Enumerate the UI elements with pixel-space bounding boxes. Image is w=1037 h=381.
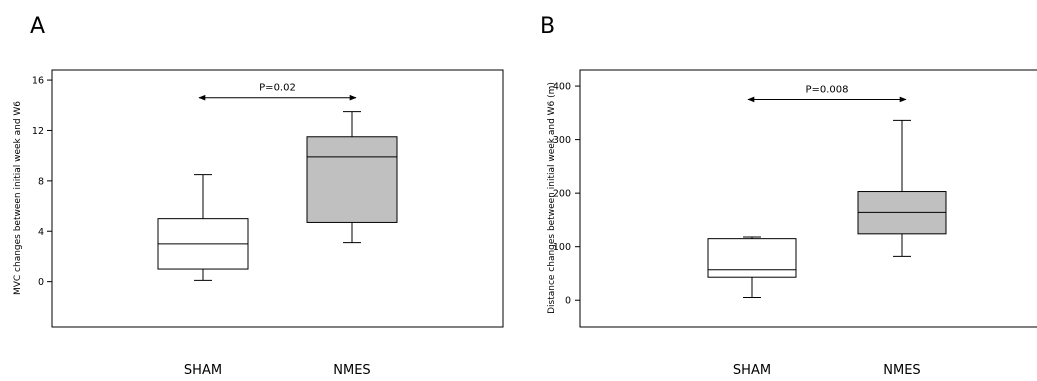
boxplot-sham xyxy=(157,174,249,281)
y-tick-label: 400 xyxy=(553,82,571,93)
box-iqr xyxy=(306,136,398,223)
y-tick-label: 12 xyxy=(32,126,44,137)
boxplot-sham xyxy=(707,236,797,299)
y-tick-label: 300 xyxy=(553,135,571,146)
y-tick-label: 16 xyxy=(32,76,44,87)
y-tick-label: 0 xyxy=(565,296,571,307)
significance-annotation-b: P=0.008 xyxy=(747,84,907,103)
p-value-label: P=0.008 xyxy=(805,84,848,95)
significance-annotation-a: P=0.02 xyxy=(198,83,357,101)
y-axis-ticks-a: 0 4 8 12 16 xyxy=(32,76,52,288)
y-tick-label: 200 xyxy=(553,189,571,200)
y-tick-label: 8 xyxy=(38,176,44,187)
plot-frame-b xyxy=(579,69,1037,328)
plot-frame-a xyxy=(51,69,504,328)
category-label-sham: SHAM xyxy=(733,363,771,378)
y-axis-label-b: Distance changes between initial week an… xyxy=(547,82,557,314)
boxplot-nmes xyxy=(306,111,398,244)
category-label-nmes: NMES xyxy=(883,363,920,378)
boxplots-a xyxy=(157,111,398,281)
y-tick-label: 4 xyxy=(38,227,44,238)
panel-letter-b: B xyxy=(540,14,555,39)
panel-b: B Distance changes between initial week … xyxy=(540,14,1037,378)
y-tick-label: 100 xyxy=(553,242,571,253)
box-iqr xyxy=(707,238,797,278)
category-label-nmes: NMES xyxy=(333,363,370,378)
category-label-sham: SHAM xyxy=(184,363,222,378)
boxplot-nmes xyxy=(857,119,947,257)
p-value-label: P=0.02 xyxy=(259,83,296,94)
panel-letter-a: A xyxy=(30,14,45,39)
boxplots-b xyxy=(707,119,947,299)
panel-a: A MVC changes between initial week and W… xyxy=(13,14,504,378)
y-axis-label-a: MVC changes between initial week and W6 xyxy=(13,101,23,295)
y-axis-ticks-b: 0 100 200 300 400 xyxy=(553,82,580,307)
y-tick-label: 0 xyxy=(38,277,44,288)
